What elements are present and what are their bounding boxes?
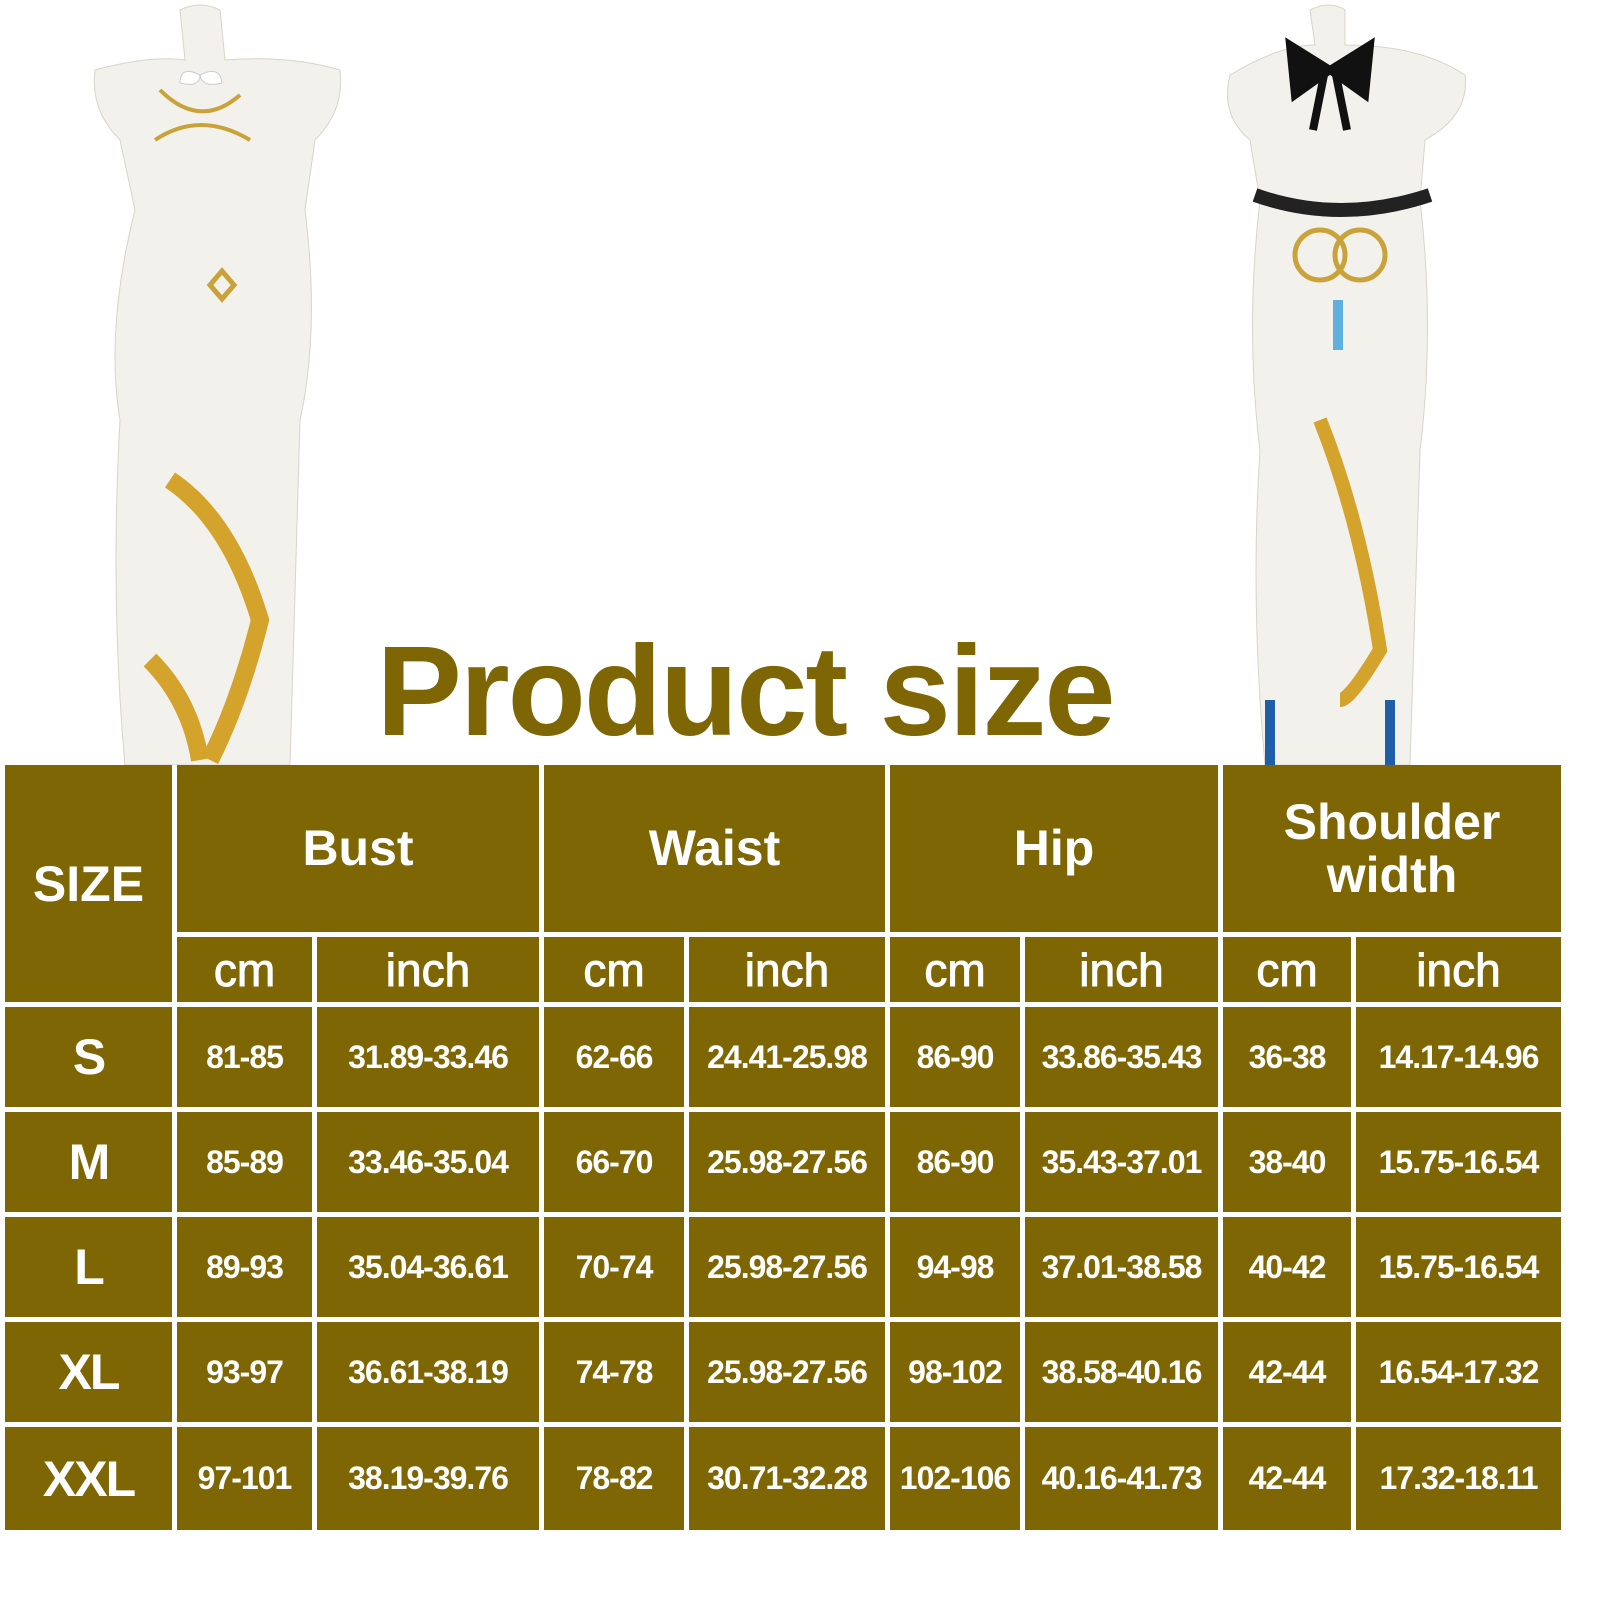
hip-cm-cell: 86-90 [890,1007,1020,1107]
hip-header: Hip [890,765,1218,932]
bust-inch-cell: 35.04-36.61 [317,1217,539,1317]
hip-cm-cell: 102-106 [890,1427,1020,1530]
hip-cm-cell: 94-98 [890,1217,1020,1317]
bust-inch-cell: 36.61-38.19 [317,1322,539,1422]
unit-header-cm: cm [544,937,684,1002]
unit-header-cm: cm [177,937,312,1002]
hip-inch-cell: 40.16-41.73 [1025,1427,1218,1530]
size-column-header: SIZE [5,765,172,1002]
size-label-cell: S [5,1007,172,1107]
waist-cm-cell: 74-78 [544,1322,684,1422]
bust-inch-cell: 31.89-33.46 [317,1007,539,1107]
size-label-cell: L [5,1217,172,1317]
waist-cm-cell: 66-70 [544,1112,684,1212]
waist-inch-cell: 25.98-27.56 [689,1112,885,1212]
page-title: Product size [376,620,1115,763]
shoulder-inch-cell: 17.32-18.11 [1356,1427,1561,1530]
waist-inch-cell: 25.98-27.56 [689,1322,885,1422]
bust-inch-cell: 38.19-39.76 [317,1427,539,1530]
shoulder-cm-cell: 36-38 [1223,1007,1351,1107]
bust-cm-cell: 85-89 [177,1112,312,1212]
bust-cm-cell: 81-85 [177,1007,312,1107]
shoulder-cm-cell: 40-42 [1223,1217,1351,1317]
waist-inch-cell: 30.71-32.28 [689,1427,885,1530]
waist-cm-cell: 78-82 [544,1427,684,1530]
shoulder-width-header: Shoulder width [1223,765,1561,932]
waist-inch-cell: 25.98-27.56 [689,1217,885,1317]
unit-header-inch: inch [1025,937,1218,1002]
dress-back-photo [1227,4,1466,765]
unit-header-cm: cm [1223,937,1351,1002]
hip-inch-cell: 37.01-38.58 [1025,1217,1218,1317]
bust-cm-cell: 97-101 [177,1427,312,1530]
waist-header: Waist [544,765,885,932]
unit-header-cm: cm [890,937,1020,1002]
size-label-cell: M [5,1112,172,1212]
shoulder-inch-cell: 15.75-16.54 [1356,1217,1561,1317]
unit-header-inch: inch [689,937,885,1002]
shoulder-inch-cell: 15.75-16.54 [1356,1112,1561,1212]
hip-inch-cell: 38.58-40.16 [1025,1322,1218,1422]
hip-inch-cell: 35.43-37.01 [1025,1112,1218,1212]
shoulder-cm-cell: 42-44 [1223,1322,1351,1422]
unit-header-inch: inch [317,937,539,1002]
size-chart-table: SIZE Bust Waist Hip Shoulder width cm in… [5,765,1561,1530]
size-label-cell: XXL [5,1427,172,1530]
size-label-cell: XL [5,1322,172,1422]
waist-inch-cell: 24.41-25.98 [689,1007,885,1107]
hip-cm-cell: 86-90 [890,1112,1020,1212]
hip-inch-cell: 33.86-35.43 [1025,1007,1218,1107]
dress-front-photo [93,4,342,765]
shoulder-inch-cell: 14.17-14.96 [1356,1007,1561,1107]
hip-cm-cell: 98-102 [890,1322,1020,1422]
shoulder-inch-cell: 16.54-17.32 [1356,1322,1561,1422]
bust-inch-cell: 33.46-35.04 [317,1112,539,1212]
bust-cm-cell: 89-93 [177,1217,312,1317]
waist-cm-cell: 62-66 [544,1007,684,1107]
shoulder-cm-cell: 42-44 [1223,1427,1351,1530]
waist-cm-cell: 70-74 [544,1217,684,1317]
bust-header: Bust [177,765,539,932]
unit-header-inch: inch [1356,937,1561,1002]
bust-cm-cell: 93-97 [177,1322,312,1422]
shoulder-cm-cell: 38-40 [1223,1112,1351,1212]
